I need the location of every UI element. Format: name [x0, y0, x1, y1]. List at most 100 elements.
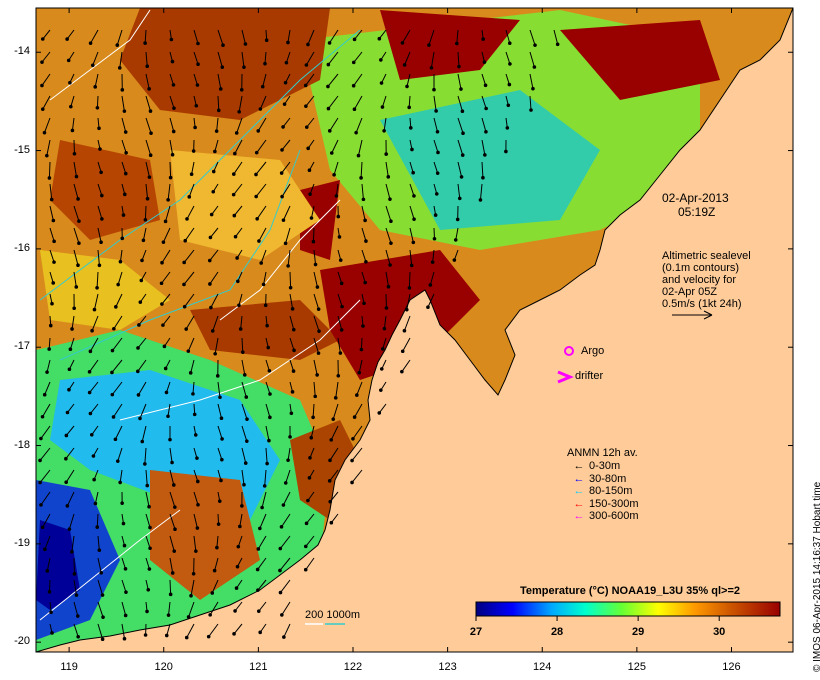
velocity-arrow-head	[242, 65, 246, 69]
velocity-arrow	[360, 337, 363, 350]
anmn-legend-label: 0-30m	[589, 460, 621, 472]
velocity-arrow-head	[171, 483, 176, 487]
velocity-arrow-head	[254, 194, 258, 199]
velocity-arrow-head	[50, 301, 54, 306]
velocity-arrow	[112, 337, 123, 351]
velocity-arrow	[238, 293, 243, 306]
velocity-arrow-head	[123, 567, 128, 571]
velocity-arrow	[217, 29, 224, 46]
velocity-arrow-head	[122, 543, 127, 548]
velocity-arrow	[41, 51, 51, 63]
velocity-arrow	[89, 337, 99, 352]
velocity-arrow-head	[95, 525, 100, 529]
velocity-arrow	[73, 205, 80, 222]
velocity-arrow	[121, 601, 127, 616]
velocity-arrow-head	[278, 590, 283, 595]
velocity-arrow	[233, 205, 243, 216]
velocity-arrow-head	[316, 351, 321, 355]
velocity-arrow-head	[148, 109, 153, 113]
velocity-arrow	[261, 491, 267, 508]
colorbar-tick-label: 29	[632, 626, 645, 638]
velocity-arrow	[289, 293, 294, 309]
velocity-arrow-head	[351, 436, 355, 441]
velocity-arrow-head	[405, 307, 409, 312]
velocity-arrow	[217, 403, 222, 419]
velocity-arrow	[192, 381, 195, 394]
velocity-arrow	[529, 73, 534, 89]
velocity-arrow	[353, 73, 363, 86]
velocity-arrow	[217, 447, 223, 460]
altimetry-line-3: and velocity for	[662, 274, 736, 286]
velocity-arrow	[161, 271, 171, 284]
velocity-arrow-head	[333, 396, 338, 400]
velocity-arrow	[97, 183, 103, 196]
velocity-arrow-head	[282, 102, 287, 106]
colorbar-tick-label: 28	[550, 626, 564, 638]
velocity-arrow-head	[148, 153, 153, 158]
velocity-arrow	[42, 403, 51, 417]
velocity-arrow-head	[303, 567, 308, 572]
velocity-arrow-head	[258, 107, 263, 111]
velocity-arrow-head	[380, 105, 385, 109]
velocity-arrow	[457, 139, 464, 156]
velocity-arrow	[234, 601, 243, 612]
velocity-arrow-head	[327, 479, 332, 483]
velocity-arrow	[479, 183, 483, 200]
velocity-arrow	[404, 51, 411, 66]
velocity-arrow-head	[240, 504, 244, 508]
velocity-arrow	[457, 73, 462, 90]
velocity-arrow-head	[146, 587, 151, 592]
velocity-arrow	[409, 161, 414, 173]
velocity-arrow-head	[237, 303, 241, 308]
velocity-arrow	[145, 535, 151, 549]
velocity-arrow	[169, 95, 175, 109]
velocity-arrow	[217, 469, 222, 481]
velocity-arrow	[381, 95, 387, 108]
velocity-arrow-head	[234, 586, 239, 590]
velocity-arrow	[233, 623, 243, 635]
velocity-arrow-head	[189, 593, 193, 598]
velocity-arrow-head	[92, 307, 97, 312]
velocity-arrow	[44, 381, 51, 395]
velocity-arrow	[258, 227, 267, 242]
velocity-arrow-head	[364, 259, 368, 264]
velocity-arrow	[234, 139, 243, 154]
velocity-arrow	[193, 73, 198, 86]
velocity-arrow	[361, 227, 367, 242]
velocity-arrow-head	[137, 323, 141, 327]
velocity-arrow	[188, 601, 195, 618]
velocity-arrow	[505, 29, 511, 44]
velocity-arrow-head	[136, 346, 140, 350]
velocity-arrow	[352, 425, 363, 440]
anmn-legend-label: 30-80m	[589, 472, 627, 485]
velocity-arrow-head	[384, 306, 389, 310]
velocity-arrow-head	[311, 415, 315, 420]
velocity-arrow-head	[169, 37, 174, 42]
velocity-arrow-head	[110, 370, 114, 375]
velocity-arrow-head	[182, 260, 186, 265]
velocity-arrow	[241, 29, 246, 45]
velocity-arrow-head	[143, 41, 147, 45]
velocity-arrow-head	[292, 348, 296, 353]
velocity-arrow-head	[95, 286, 99, 290]
velocity-arrow-head	[148, 546, 152, 551]
velocity-arrow-head	[245, 417, 249, 421]
velocity-arrow	[210, 227, 219, 238]
velocity-arrow	[385, 271, 389, 287]
velocity-arrow-head	[352, 107, 357, 112]
velocity-arrow-head	[428, 283, 433, 287]
velocity-arrow	[233, 161, 243, 175]
velocity-arrow-head	[238, 524, 242, 529]
velocity-arrow-head	[195, 479, 200, 484]
velocity-arrow	[141, 249, 147, 261]
velocity-arrow	[481, 73, 487, 86]
velocity-arrow	[184, 293, 195, 308]
velocity-arrow-head	[289, 411, 294, 416]
velocity-arrow	[93, 293, 99, 310]
velocity-arrow	[305, 95, 315, 107]
velocity-arrow	[258, 601, 267, 612]
velocity-arrow	[313, 315, 320, 332]
velocity-arrow	[97, 535, 100, 551]
velocity-arrow	[145, 183, 149, 199]
velocity-arrow	[137, 359, 147, 372]
